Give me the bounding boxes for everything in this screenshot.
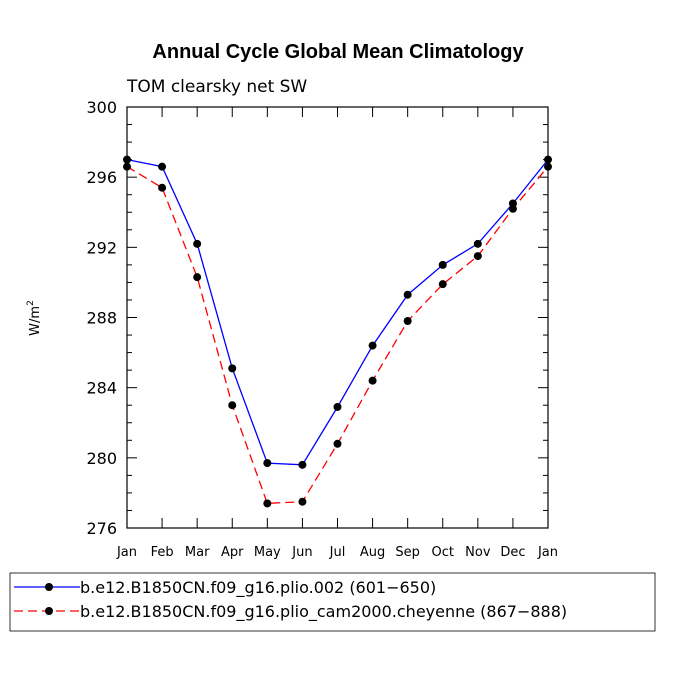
series-1-point [368, 341, 377, 350]
y-axis-label-base: W/m [28, 306, 43, 336]
x-tick-label: Jan [116, 545, 137, 560]
y-tick-label: 296 [86, 168, 117, 187]
series-1-point [263, 459, 272, 468]
x-tick-label: Aug [360, 545, 385, 560]
x-tick-labels: Jan Feb Mar Apr May Jun Jul Aug Sep Oct Nov Dec Jan [116, 545, 558, 560]
x-tick-label: Jun [291, 545, 312, 560]
plot-area-frame [126, 106, 549, 529]
y-axis-label: W/m2 [26, 300, 43, 336]
legend: b.e12.B1850CN.f09_g16.plio.002 (601−650)… [14, 578, 567, 622]
series-2-point [473, 252, 482, 261]
series-2-point [158, 183, 167, 192]
series-2-point [438, 280, 447, 289]
legend-marker-2 [45, 607, 53, 615]
y-axis-label-superscript: 2 [26, 300, 36, 306]
series-1-point [544, 155, 552, 164]
x-tick-label: Mar [185, 545, 210, 560]
x-tick-label: Nov [465, 545, 491, 560]
svg-text:W/m2: W/m2 [26, 300, 43, 336]
series-line-2 [126, 166, 549, 505]
legend-label-1: b.e12.B1850CN.f09_g16.plio.002 (601−650) [80, 578, 436, 598]
series-2-point [193, 273, 202, 282]
series-1-point [228, 364, 237, 373]
series-line-1 [126, 158, 549, 466]
series-2-point [298, 497, 307, 506]
y-tick-label: 276 [86, 519, 117, 538]
x-tick-label: Feb [151, 545, 174, 560]
series-2-point [333, 439, 342, 448]
x-tick-label: Jul [329, 545, 346, 560]
chart-subtitle: TOM clearsky net SW [126, 77, 307, 97]
series-2-point [508, 204, 517, 213]
series-2-point [228, 401, 237, 410]
x-tick-label: May [254, 545, 281, 560]
legend-label-2: b.e12.B1850CN.f09_g16.plio_cam2000.cheye… [80, 602, 567, 622]
series-layer [123, 155, 552, 508]
series-1-point [298, 460, 307, 469]
y-tick-labels: 276 280 284 288 292 296 300 [86, 98, 117, 538]
x-tick-label: Jan [537, 545, 558, 560]
series-1-point [438, 260, 447, 269]
y-tick-label: 284 [86, 379, 117, 398]
series-1-point [403, 290, 412, 299]
series-2-point [368, 376, 377, 385]
y-tick-label: 300 [86, 98, 117, 117]
legend-marker-1 [45, 583, 53, 591]
x-tick-label: Dec [500, 545, 525, 560]
y-tick-label: 280 [86, 449, 117, 468]
series-2-point [123, 162, 131, 171]
y-tick-label: 292 [86, 238, 117, 257]
series-1-point [123, 155, 131, 164]
series-2-point [263, 499, 272, 508]
axis-ticks [126, 106, 549, 529]
series-1-point [473, 239, 482, 248]
x-tick-label: Oct [432, 545, 454, 560]
x-tick-label: Sep [395, 545, 420, 560]
series-2-point [403, 317, 412, 326]
legend-box [9, 572, 656, 632]
series-1-point [193, 239, 202, 248]
y-tick-label: 288 [86, 309, 117, 328]
series-1-point [158, 162, 167, 171]
x-tick-label: Apr [221, 545, 244, 560]
series-2-point [544, 162, 552, 171]
chart-title: Annual Cycle Global Mean Climatology [152, 41, 524, 63]
series-1-point [333, 402, 342, 411]
